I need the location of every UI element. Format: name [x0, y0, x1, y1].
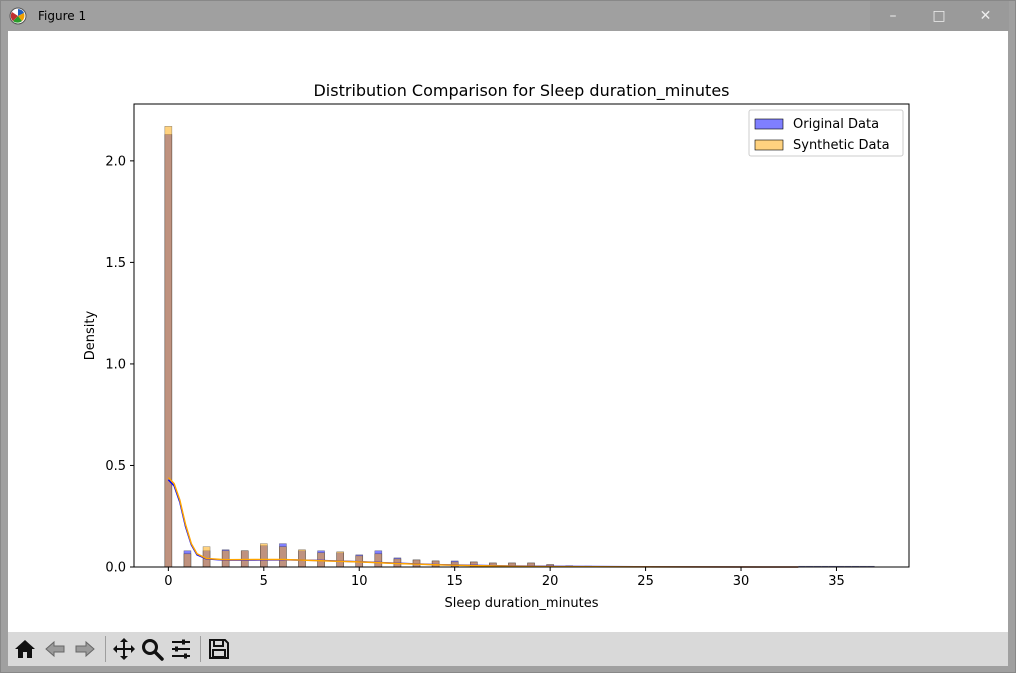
original-data-bars	[164, 134, 875, 568]
x-tick-label: 30	[733, 574, 750, 589]
hist-bar-synthetic	[298, 549, 306, 568]
hist-bar-synthetic	[336, 551, 344, 568]
forward-arrow-icon	[75, 640, 95, 658]
legend-label-original: Original Data	[793, 117, 879, 132]
pan-button[interactable]	[110, 635, 138, 663]
window-title: Figure 1	[38, 9, 87, 23]
save-button[interactable]	[205, 635, 233, 663]
maximize-button[interactable]: □	[916, 1, 962, 31]
y-axis-label: Density	[83, 310, 98, 360]
x-tick-label: 5	[260, 574, 268, 589]
maximize-icon: □	[932, 8, 946, 24]
x-tick-label: 15	[446, 574, 463, 589]
x-tick-label: 25	[637, 574, 654, 589]
close-button[interactable]: ✕	[962, 1, 1009, 31]
pan-move-icon	[113, 638, 135, 660]
hist-bar-synthetic	[374, 553, 383, 568]
figure-canvas[interactable]: 0 5 10 15 20 25 30 35 0.0 0.5 1.0 1.5 2.0 Distribut…	[8, 32, 1008, 630]
title-bar[interactable]: Figure 1 – □ ✕	[1, 1, 1015, 31]
window-right-border	[1008, 31, 1015, 667]
kde-line-synthetic	[167, 477, 799, 568]
legend-box	[748, 109, 904, 157]
legend-label-synthetic: Synthetic Data	[793, 138, 890, 153]
minimize-button[interactable]: –	[870, 1, 916, 31]
x-tick-label: 20	[542, 574, 559, 589]
navigation-toolbar	[8, 632, 1008, 666]
window-left-border	[1, 31, 8, 667]
chart-title: Distribution Comparison for Sleep durati…	[313, 81, 729, 101]
legend-swatch-original	[754, 118, 784, 130]
zoom-button[interactable]	[138, 635, 166, 663]
forward-button[interactable]	[71, 635, 99, 663]
configure-subplots-icon	[172, 639, 190, 659]
x-tick-label: 10	[351, 574, 368, 589]
x-tick-label: 35	[828, 574, 845, 589]
back-arrow-icon	[45, 640, 65, 658]
minimize-icon: –	[889, 8, 897, 24]
y-tick-label: 1.5	[105, 256, 126, 271]
x-tick-label: 0	[164, 574, 172, 589]
home-icon	[15, 640, 35, 658]
hist-bar-synthetic	[164, 126, 173, 568]
hist-bar-synthetic	[279, 546, 287, 568]
toolbar-separator	[200, 636, 201, 662]
back-button[interactable]	[41, 635, 69, 663]
home-button[interactable]	[11, 635, 39, 663]
matplotlib-logo-icon	[9, 7, 27, 25]
save-disk-icon	[209, 639, 229, 659]
y-tick-label: 1.0	[105, 357, 126, 372]
legend: Original Data Synthetic Data	[748, 109, 904, 157]
configure-subplots-button[interactable]	[167, 635, 195, 663]
axes-frame	[133, 103, 910, 568]
y-tick-label: 2.0	[105, 154, 126, 169]
hist-bar-synthetic	[183, 553, 192, 568]
hist-bar-synthetic	[260, 543, 268, 568]
synthetic-data-bars	[164, 126, 593, 568]
histogram-chart: 0 5 10 15 20 25 30 35 0.0 0.5 1.0 1.5 2.0 Distribut…	[83, 81, 910, 611]
y-tick-label: 0.5	[105, 459, 126, 474]
legend-swatch-synthetic	[754, 139, 784, 151]
x-axis-label: Sleep duration_minutes	[444, 596, 598, 611]
close-icon: ✕	[979, 8, 992, 24]
y-axis-ticks: 0.0 0.5 1.0 1.5 2.0	[105, 154, 134, 576]
toolbar-separator	[105, 636, 106, 662]
y-tick-label: 0.0	[105, 561, 126, 576]
window-bottom-border	[1, 666, 1015, 672]
zoom-magnifier-icon	[142, 639, 164, 661]
x-axis-ticks: 0 5 10 15 20 25 30 35	[164, 567, 845, 589]
kde-lines	[167, 477, 799, 568]
